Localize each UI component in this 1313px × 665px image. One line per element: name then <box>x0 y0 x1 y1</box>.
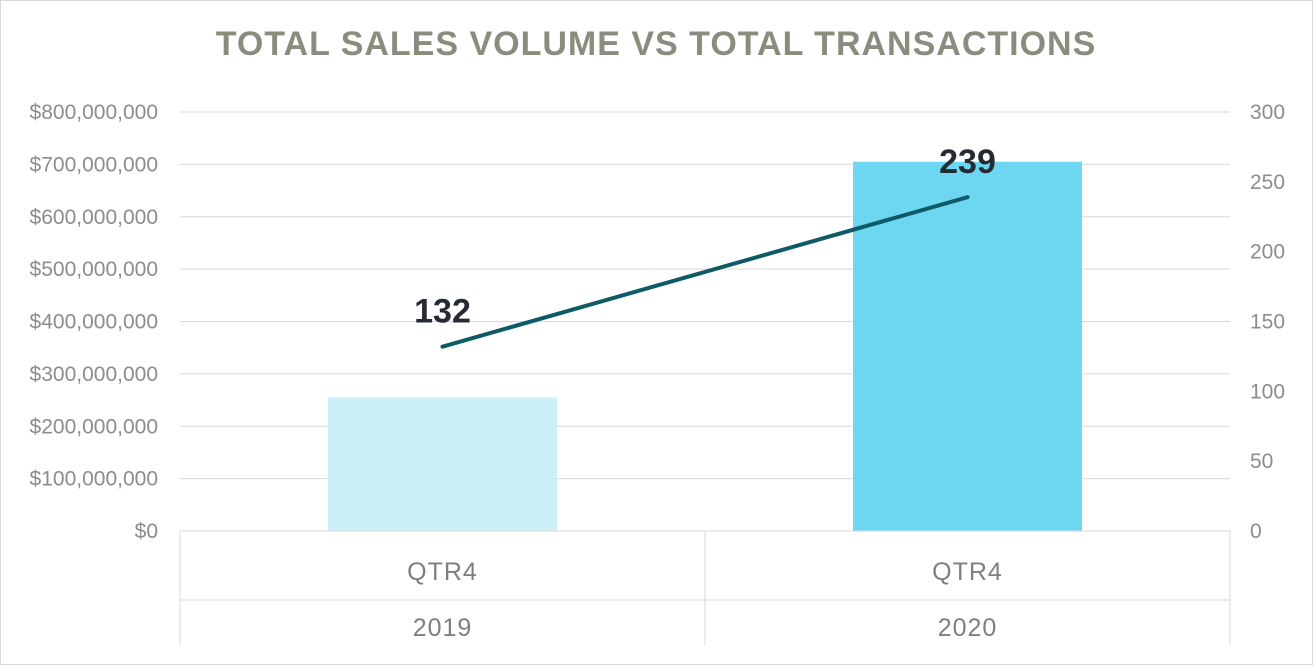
bar <box>853 161 1082 531</box>
y-tick-label: $700,000,000 <box>30 153 158 176</box>
x-axis: QTR4 2019 QTR4 2020 <box>179 530 1231 645</box>
y-tick-label: $500,000,000 <box>30 258 158 281</box>
chart-title: TOTAL SALES VOLUME VS TOTAL TRANSACTIONS <box>216 25 1097 63</box>
y2-tick-label: 200 <box>1250 241 1285 264</box>
y2-axis-ticks: 0 50 100 150 200 250 300 <box>1250 101 1285 543</box>
data-labels: 132 239 <box>414 143 996 330</box>
y-tick-label: $600,000,000 <box>30 206 158 229</box>
y-tick-label: $200,000,000 <box>30 415 158 438</box>
y2-tick-label: 300 <box>1250 101 1285 124</box>
y-axis-ticks: $0 $100,000,000 $200,000,000 $300,000,000 $4… <box>30 101 158 543</box>
y2-tick-label: 0 <box>1250 520 1262 543</box>
y-tick-label: $300,000,000 <box>30 363 158 386</box>
data-label: 239 <box>939 143 996 181</box>
y-tick-label: $800,000,000 <box>30 101 158 124</box>
y-tick-label: $0 <box>135 520 158 543</box>
x-tick-label-year: 2020 <box>938 614 998 642</box>
y2-tick-label: 150 <box>1250 311 1285 334</box>
y2-tick-label: 250 <box>1250 171 1285 194</box>
y2-tick-label: 100 <box>1250 380 1285 403</box>
y2-tick-label: 50 <box>1250 450 1273 473</box>
transactions-line <box>440 195 970 349</box>
y-tick-label: $100,000,000 <box>30 468 158 491</box>
bar-series <box>328 161 1082 531</box>
x-tick-label-quarter: QTR4 <box>932 558 1003 586</box>
y-tick-label: $400,000,000 <box>30 311 158 334</box>
data-label: 132 <box>414 293 471 331</box>
line-series <box>440 195 970 349</box>
x-tick-label-year: 2019 <box>413 614 473 642</box>
bar <box>328 397 557 531</box>
x-tick-label-quarter: QTR4 <box>407 558 478 586</box>
